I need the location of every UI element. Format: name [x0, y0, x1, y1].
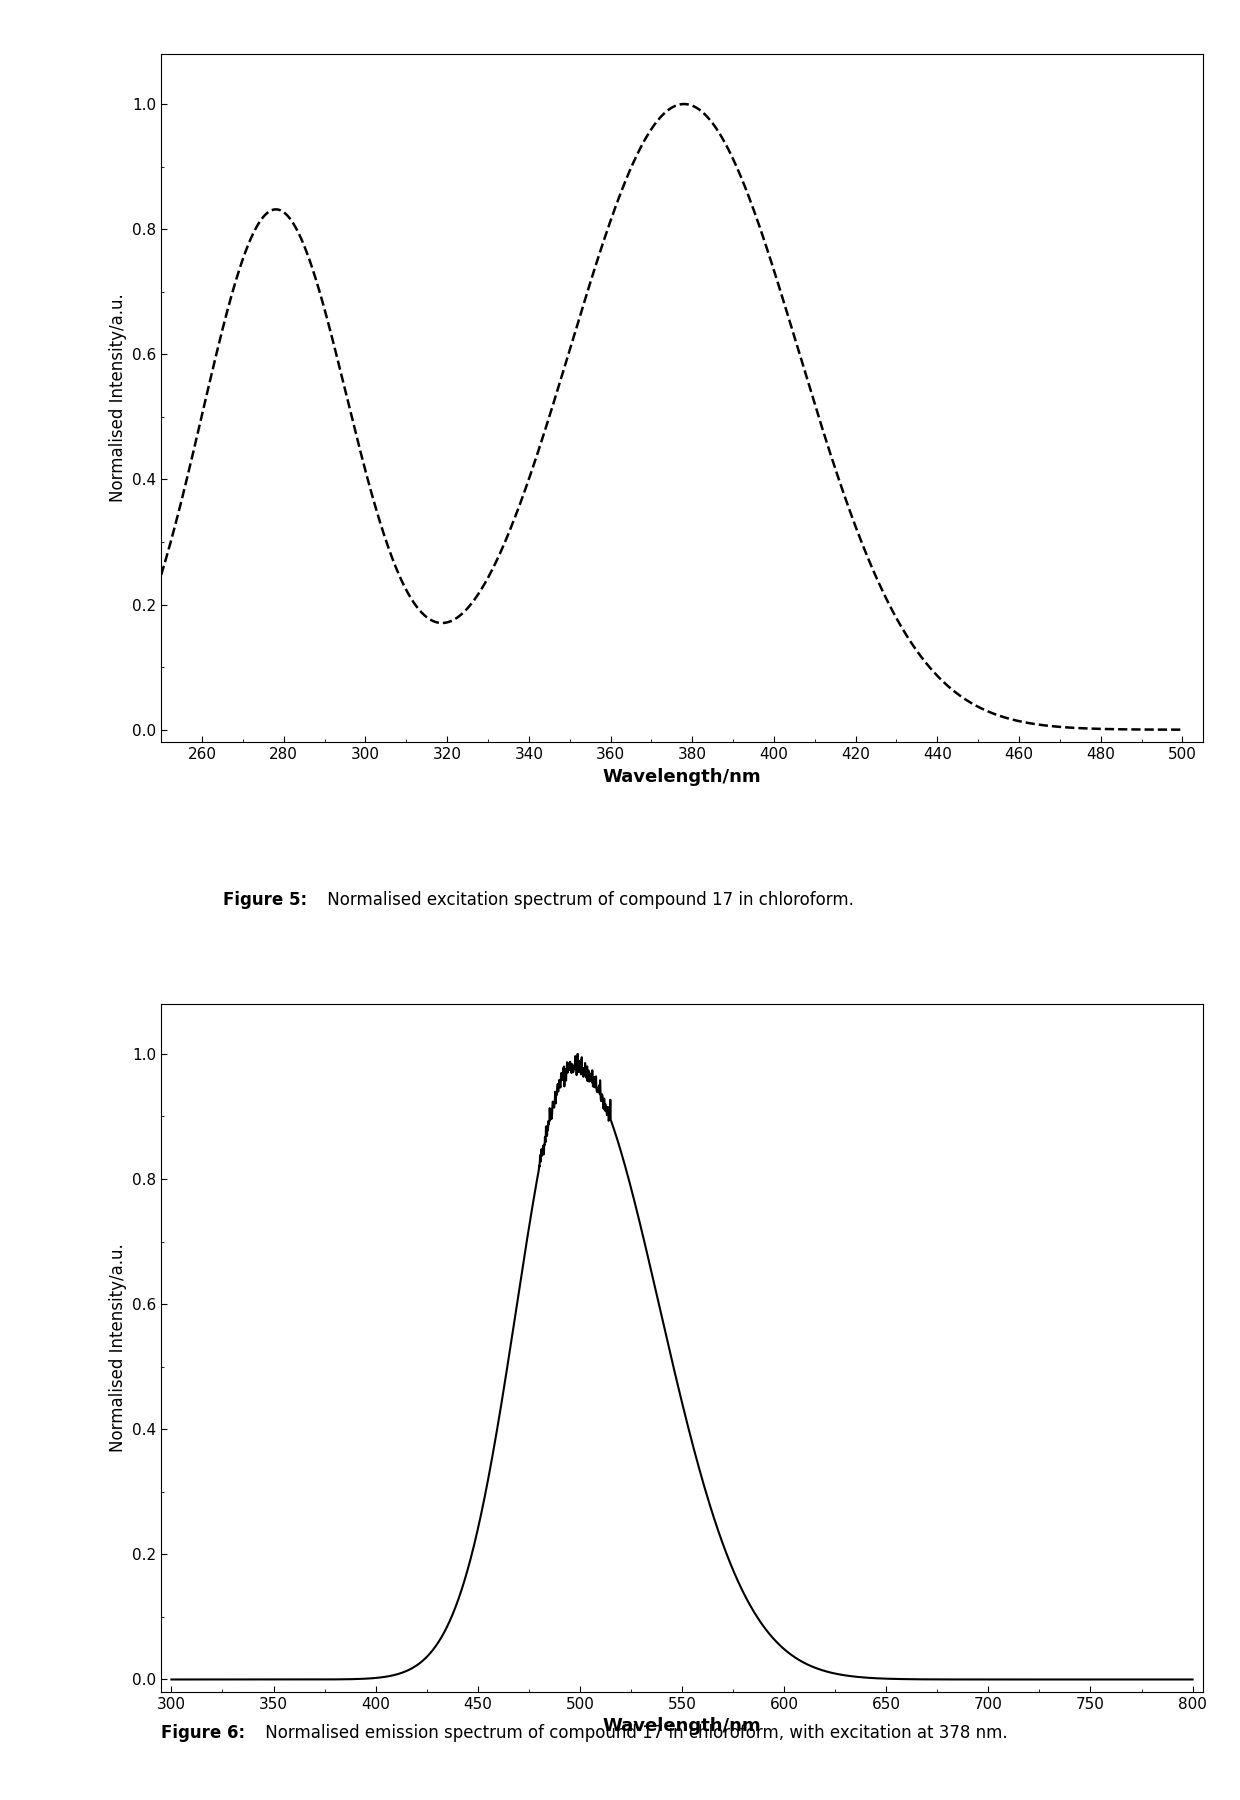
Text: Normalised emission spectrum of compound 17 in chloroform, with excitation at 37: Normalised emission spectrum of compound…	[260, 1724, 1008, 1742]
Text: Normalised excitation spectrum of compound 17 in chloroform.: Normalised excitation spectrum of compou…	[322, 891, 854, 909]
X-axis label: Wavelength/nm: Wavelength/nm	[603, 1717, 761, 1735]
Y-axis label: Normalised Intensity/a.u.: Normalised Intensity/a.u.	[109, 293, 126, 502]
X-axis label: Wavelength/nm: Wavelength/nm	[603, 767, 761, 785]
Y-axis label: Normalised Intensity/a.u.: Normalised Intensity/a.u.	[109, 1244, 126, 1453]
Text: Figure 5:: Figure 5:	[223, 891, 308, 909]
Text: Figure 6:: Figure 6:	[161, 1724, 246, 1742]
